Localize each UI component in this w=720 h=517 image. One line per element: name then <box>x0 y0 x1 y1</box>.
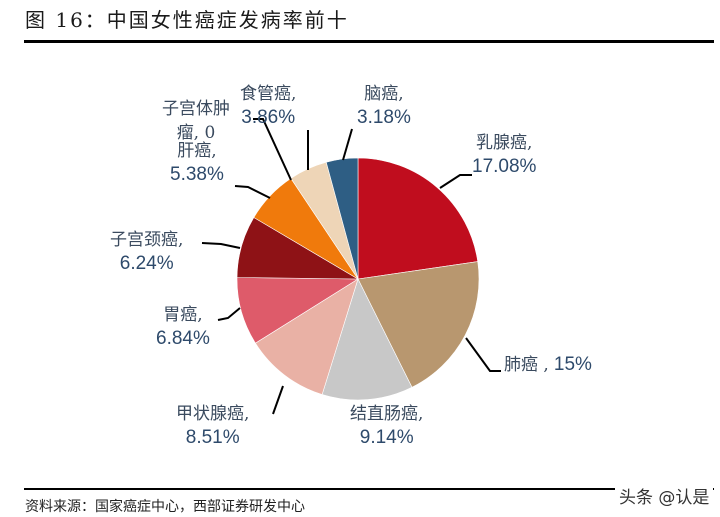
leader-line-lung <box>465 337 501 372</box>
label-liver: 肝癌, 5.38% <box>170 141 224 185</box>
watermark: 头条 @认是 <box>615 483 714 508</box>
pie-slice-1 <box>357 261 480 388</box>
leader-line-breast <box>439 174 472 189</box>
pie-slice-2 <box>321 278 413 401</box>
label-colorectal: 结直肠癌, 9.14% <box>350 404 424 448</box>
leader-line-liver <box>234 185 271 199</box>
label-stomach: 胃癌, 6.84% <box>156 305 210 349</box>
pie-slice-3 <box>255 278 359 395</box>
leader-line-stomach <box>217 307 241 321</box>
pie-slice-0 <box>357 157 479 280</box>
label-thyroid: 甲状腺癌, 8.51% <box>176 404 250 448</box>
label-lung: 肺癌 , 15% <box>504 354 592 375</box>
label-breast: 乳腺癌, 17.08% <box>472 133 537 177</box>
leader-lines <box>201 118 501 415</box>
leader-line-brain <box>342 128 353 161</box>
bottom-rule <box>24 488 714 490</box>
leader-line-cervical <box>201 242 241 249</box>
label-uterine-body: 子宫体肿 瘤, 0 <box>162 99 230 143</box>
source-note: 资料来源：国家癌症中心，西部证券研发中心 <box>25 499 305 515</box>
label-esophageal: 食管癌, 3.86% <box>240 84 297 128</box>
leader-line-thyroid <box>272 385 284 415</box>
label-cervical: 子宫颈癌, 6.24% <box>110 230 184 274</box>
leader-line-uterine <box>253 118 292 181</box>
label-brain: 脑癌, 3.18% <box>357 84 411 128</box>
pie-slices <box>236 157 480 401</box>
top-rule <box>24 40 714 43</box>
figure-title: 图 16：中国女性癌症发病率前十 <box>25 8 349 32</box>
pie-slice-9 <box>325 157 359 280</box>
